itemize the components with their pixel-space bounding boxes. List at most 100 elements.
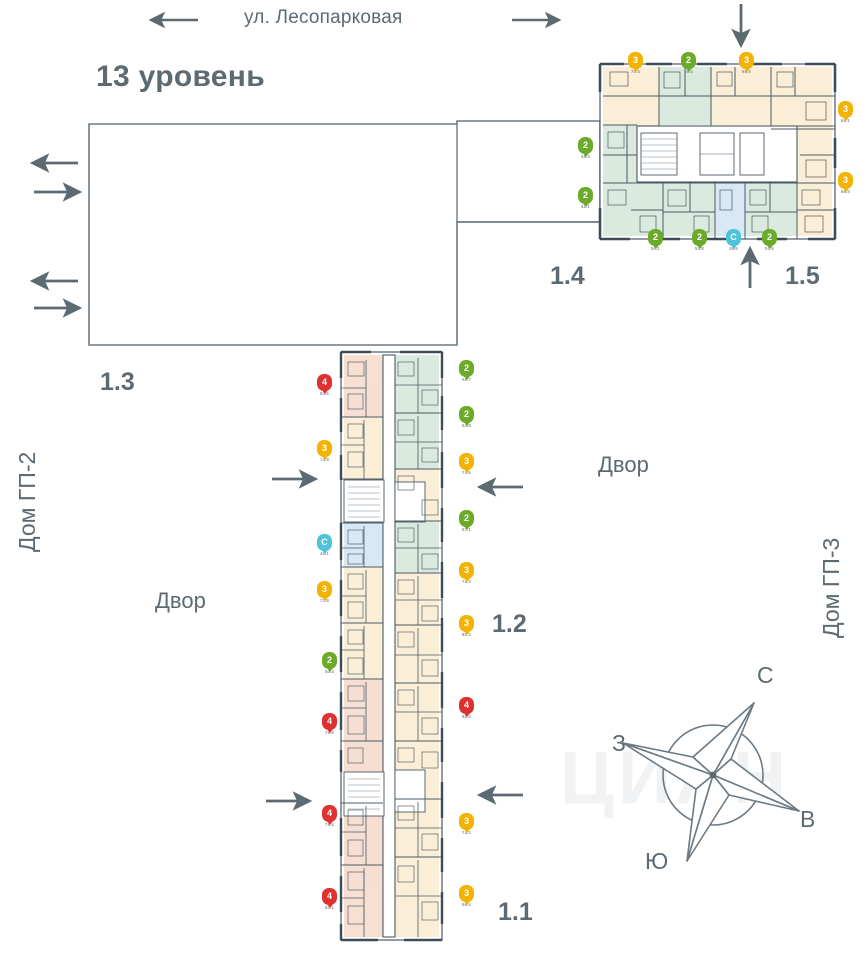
apartment-rooms-count: 2 (652, 232, 658, 242)
apartment-area: 71.8 (320, 598, 329, 603)
floorplan-block-top-right (598, 62, 837, 241)
compass-east-label: В (800, 806, 816, 832)
apartment-badge[interactable]: 2 57.1 (459, 510, 474, 532)
apartment-badge[interactable]: 2 54.8 (459, 406, 474, 428)
compass-north-label: С (757, 662, 774, 688)
apartment-badge[interactable]: 4 79.6 (322, 713, 337, 735)
apartment-rooms-count: 3 (842, 175, 848, 185)
apartment-area: 48.4 (581, 154, 590, 159)
apartment-badge[interactable]: 3 71.8 (317, 581, 332, 603)
apartment-badge[interactable]: 2 58.4 (681, 52, 696, 74)
apartment-rooms-count: 4 (321, 377, 327, 387)
apartment-badge[interactable]: 2 42.1 (578, 187, 593, 209)
apartment-rooms-count: 2 (685, 55, 691, 65)
section-label-1-5[interactable]: 1.5 (785, 262, 820, 290)
apartment-rooms-count: 4 (326, 808, 332, 818)
section-label-1-4[interactable]: 1.4 (550, 262, 585, 290)
apartment-badge[interactable]: C 40.1 (317, 534, 332, 556)
apartment-area: 42.1 (581, 204, 590, 209)
apartment-rooms-count: 3 (463, 565, 469, 575)
apartment-badge[interactable]: 2 59.7 (459, 360, 474, 382)
compass-south-label: Ю (645, 848, 669, 874)
apartment-area: 54.4 (325, 669, 334, 674)
apartment-area: 83.1 (325, 905, 334, 910)
apartment-area: 74.9 (320, 457, 329, 462)
apartment-badge[interactable]: 3 80.2 (459, 615, 474, 637)
apartment-badge[interactable]: 3 68.5 (838, 172, 853, 194)
apartment-area: 74.6 (462, 470, 471, 475)
apartment-area: 74.2 (462, 579, 471, 584)
apartment-badge[interactable]: 4 79.4 (322, 805, 337, 827)
apartment-rooms-count: 2 (582, 140, 588, 150)
section-label-1-3[interactable]: 1.3 (100, 368, 135, 396)
apartment-badge[interactable]: 2 51.8 (692, 229, 707, 251)
apartment-area: 40.1 (320, 551, 329, 556)
apartment-rooms-count: 3 (321, 584, 327, 594)
apartment-area: 68.5 (841, 189, 850, 194)
apartment-badge[interactable]: 3 69.1 (838, 101, 853, 123)
apartment-rooms-count: 2 (326, 655, 332, 665)
apartment-rooms-count: 3 (321, 443, 327, 453)
house-label-gp3: Дом ГП-3 (818, 537, 844, 638)
apartment-badge[interactable]: 4 82.6 (317, 374, 332, 396)
building-outline-gp2 (88, 120, 601, 346)
apartment-badge[interactable]: 4 80.4 (459, 697, 474, 719)
page-title: 13 уровень (96, 60, 265, 93)
apartment-rooms-count: 3 (632, 55, 638, 65)
apartment-rooms-count: 2 (463, 409, 469, 419)
apartment-badge[interactable]: 3 74.6 (459, 453, 474, 475)
apartment-area: 68.5 (742, 69, 751, 74)
apartment-rooms-count: 2 (696, 232, 702, 242)
apartment-badge[interactable]: 3 74.2 (459, 813, 474, 835)
compass-west-label: З (612, 730, 626, 756)
apartment-area: 80.4 (462, 714, 471, 719)
apartment-area: 51.9 (765, 246, 774, 251)
apartment-badge[interactable]: C 38.6 (726, 229, 741, 251)
apartment-area: 70.4 (631, 69, 640, 74)
apartment-area: 57.1 (462, 527, 471, 532)
apartment-badge[interactable]: 3 69.4 (459, 885, 474, 907)
apartment-rooms-count: 3 (463, 456, 469, 466)
apartment-area: 51.8 (695, 246, 704, 251)
apartment-area: 59.7 (462, 377, 471, 382)
apartment-area: 50.1 (651, 246, 660, 251)
apartment-badge[interactable]: 3 74.9 (317, 440, 332, 462)
apartment-area: 79.4 (325, 822, 334, 827)
apartment-rooms-count: 4 (326, 891, 332, 901)
apartment-rooms-count: 4 (463, 700, 469, 710)
apartment-rooms-count: 4 (326, 716, 332, 726)
apartment-area: 69.1 (841, 118, 850, 123)
section-label-1-2[interactable]: 1.2 (492, 610, 527, 638)
yard-label-left: Двор (155, 588, 206, 613)
apartment-rooms-count: 2 (766, 232, 772, 242)
street-label: ул. Лесопарковая (244, 7, 403, 28)
floorplan-block-vertical (339, 350, 444, 942)
apartment-rooms-count: 2 (463, 363, 469, 373)
house-label-gp2: Дом ГП-2 (14, 451, 40, 552)
apartment-area: 38.6 (729, 246, 738, 251)
apartment-rooms-count: 2 (463, 513, 469, 523)
apartment-rooms-count: 3 (842, 104, 848, 114)
apartment-area: 79.6 (325, 730, 334, 735)
apartment-area: 74.2 (462, 830, 471, 835)
apartment-badge[interactable]: 2 54.4 (322, 652, 337, 674)
apartment-rooms-count: C (730, 232, 737, 242)
apartment-badge[interactable]: 2 50.1 (648, 229, 663, 251)
apartment-rooms-count: 3 (743, 55, 749, 65)
apartment-rooms-count: 2 (582, 190, 588, 200)
apartment-rooms-count: 3 (463, 618, 469, 628)
apartment-badge[interactable]: 3 70.4 (628, 52, 643, 74)
apartment-badge[interactable]: 3 68.5 (739, 52, 754, 74)
apartment-badge[interactable]: 4 83.1 (322, 888, 337, 910)
apartment-badge[interactable]: 2 51.9 (762, 229, 777, 251)
apartment-badge[interactable]: 3 74.2 (459, 562, 474, 584)
apartment-rooms-count: C (321, 537, 328, 547)
section-label-1-1[interactable]: 1.1 (498, 898, 533, 926)
apartment-badge[interactable]: 2 48.4 (578, 137, 593, 159)
apartment-rooms-count: 3 (463, 888, 469, 898)
yard-label-right: Двор (598, 452, 649, 477)
apartment-area: 82.6 (320, 391, 329, 396)
apartment-area: 69.4 (462, 902, 471, 907)
